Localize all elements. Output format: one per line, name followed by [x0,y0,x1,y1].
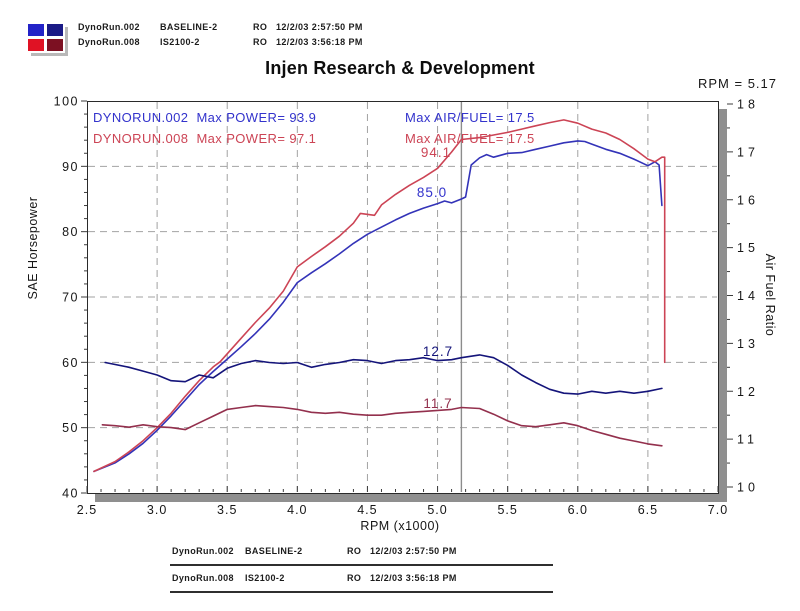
footer-run1-file: DynoRun.002 [172,546,234,556]
svg-text:10: 10 [737,481,759,495]
annotation-12.7: 12.7 [423,344,453,359]
svg-text:13: 13 [737,337,759,351]
footer-divider-1 [170,564,553,566]
footer-run2-timestamp: RO 12/2/03 3:56:18 PM [347,573,457,583]
header-run2-label: IS2100-2 [160,37,200,47]
footer-divider-2 [170,591,553,593]
curve-dynorun-002-sae-horsepower [93,140,663,473]
logo-square-maroon [47,39,63,51]
svg-text:80: 80 [62,225,79,239]
curve-dynorun-008-sae-horsepower [93,119,666,473]
svg-text:50: 50 [62,421,79,435]
curve-dynorun-002-air-fuel-ratio [104,354,663,395]
svg-text:11: 11 [737,433,758,447]
svg-text:15: 15 [737,241,759,255]
logo-square-navy [47,24,63,36]
svg-text:60: 60 [62,356,79,370]
svg-text:16: 16 [737,193,759,207]
header-run2-file: DynoRun.008 [78,37,140,47]
legend-run1-airfuel: Max AIR/FUEL= 17.5 [405,110,535,125]
footer-run2-label: IS2100-2 [245,573,285,583]
svg-text:3.5: 3.5 [217,503,237,517]
svg-text:2.5: 2.5 [77,503,97,517]
dynojet-logo [28,24,65,53]
footer-run2-file: DynoRun.008 [172,573,234,583]
legend-run1-power: DYNORUN.002 Max POWER= 93.9 [93,110,317,125]
svg-text:4.0: 4.0 [287,503,307,517]
svg-text:3.0: 3.0 [147,503,167,517]
logo-square-red [28,39,44,51]
gridlines [88,102,717,492]
header-run1-timestamp: RO 12/2/03 2:57:50 PM [253,22,363,32]
svg-text:100: 100 [54,95,79,109]
cursor-rpm-readout: RPM = 5.17 [697,76,777,91]
axis-ticks [81,100,733,494]
annotation-11.7: 11.7 [423,396,452,411]
page-title: Injen Research & Development [265,58,535,78]
svg-text:5.5: 5.5 [497,503,517,517]
annotation-85.0: 85.0 [417,185,447,200]
cursor-value-labels: 94.1 85.0 12.7 11.7 [417,145,453,411]
svg-text:12: 12 [737,385,759,399]
svg-text:17: 17 [737,145,759,159]
legend-run2-power: DYNORUN.008 Max POWER= 97.1 [93,131,317,146]
svg-text:7.0: 7.0 [708,503,728,517]
header-run1-label: BASELINE-2 [160,22,218,32]
footer-run1-timestamp: RO 12/2/03 2:57:50 PM [347,546,457,556]
logo-square-blue [28,24,44,36]
svg-text:4.5: 4.5 [357,503,377,517]
footer-run1-label: BASELINE-2 [245,546,303,556]
svg-text:5.0: 5.0 [427,503,447,517]
legend-run2-airfuel: Max AIR/FUEL= 17.5 [405,131,535,146]
svg-text:6.5: 6.5 [638,503,658,517]
svg-text:18: 18 [737,98,759,112]
tick-labels: 2.5 3.0 3.5 4.0 4.5 5.0 5.5 6.0 6.5 7.0 40 50 60 70 80… [54,95,759,518]
svg-text:70: 70 [62,291,79,305]
svg-text:6.0: 6.0 [568,503,588,517]
annotation-94.1: 94.1 [421,145,451,160]
header-run1-file: DynoRun.002 [78,22,140,32]
curve-dynorun-008-air-fuel-ratio [101,404,663,447]
svg-text:14: 14 [737,289,759,303]
header-run2-timestamp: RO 12/2/03 3:56:18 PM [253,37,363,47]
bottom-axis-title: RPM (x1000) [360,519,440,533]
svg-text:90: 90 [62,160,79,174]
svg-text:40: 40 [62,487,79,501]
